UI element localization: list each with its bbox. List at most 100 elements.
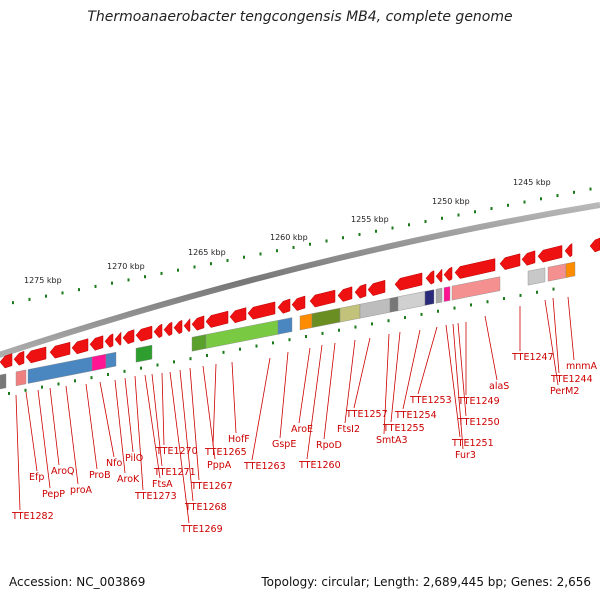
scale-tick <box>243 255 245 259</box>
scale-tick <box>226 258 229 262</box>
scale-tick <box>453 306 456 310</box>
gene-label: PerM2 <box>550 386 579 397</box>
gene-box <box>527 267 546 286</box>
label-leader <box>402 329 421 410</box>
scale-tick <box>57 382 60 386</box>
scale-tick <box>288 338 291 342</box>
gene-label: TTE1263 <box>243 461 286 472</box>
gene-label: TTE1257 <box>345 409 388 420</box>
gene-label: TTE1269 <box>180 524 223 535</box>
gene-arrow <box>122 329 135 345</box>
gene-label: TTE1253 <box>409 395 452 406</box>
gene-box <box>451 276 501 301</box>
gene-label: TTE1254 <box>394 410 437 421</box>
scale-tick <box>457 213 460 217</box>
scale-tick <box>519 293 522 297</box>
gene-label: TTE1244 <box>550 374 593 385</box>
scale-tick <box>255 344 258 348</box>
scale-tick <box>28 297 31 301</box>
scale-label: 1250 kbp <box>432 197 470 206</box>
gene-arrow <box>229 307 247 324</box>
label-leader <box>452 323 464 450</box>
gene-arrow <box>354 283 367 299</box>
scale-tick <box>144 275 146 279</box>
label-leader <box>298 347 311 424</box>
scale-tick <box>272 341 274 345</box>
scale-tick <box>490 207 493 211</box>
label-leader <box>231 361 237 434</box>
label-leader <box>344 339 356 424</box>
scale-tick <box>325 239 328 243</box>
gene-box <box>359 298 391 319</box>
scale-tick <box>424 220 427 224</box>
gene-track-forward <box>0 237 600 369</box>
gene-box <box>91 353 107 372</box>
gene-label: PppA <box>207 460 232 471</box>
gene-arrow <box>277 298 291 314</box>
gene-label: Efp <box>29 472 44 483</box>
gene-box <box>0 373 7 390</box>
scale-label: 1275 kbp <box>24 276 62 285</box>
scale-tick <box>206 354 208 358</box>
gene-arrow <box>337 286 353 302</box>
label-leader <box>99 381 115 458</box>
scale-ticks <box>8 187 592 395</box>
gene-label: TTE1265 <box>204 447 247 458</box>
gene-arrow <box>0 353 13 369</box>
label-leader <box>151 373 163 467</box>
label-leader <box>144 374 161 479</box>
scale-tick <box>8 391 10 395</box>
gene-box <box>105 351 117 369</box>
label-leader <box>37 389 51 489</box>
scale-tick <box>193 265 196 269</box>
label-leader <box>169 371 190 524</box>
gene-box <box>277 317 293 335</box>
scale-tick <box>45 294 47 298</box>
label-leader <box>85 383 98 470</box>
scale-label: 1245 kbp <box>513 178 551 187</box>
scale-tick <box>573 190 575 194</box>
scale-tick <box>420 312 423 316</box>
scale-tick <box>503 297 505 301</box>
gene-arrow <box>247 301 276 320</box>
label-leader <box>251 357 271 461</box>
label-leader <box>114 379 126 474</box>
gene-arrow <box>537 245 563 263</box>
scale-tick <box>375 229 377 233</box>
scale-tick <box>408 223 410 227</box>
scale-labels: 1245 kbp 1250 kbp 1255 kbp 1260 kbp 1265 kbp… <box>24 178 551 285</box>
label-leader <box>189 367 200 481</box>
gene-label: GspE <box>272 439 296 450</box>
gene-box <box>191 334 207 352</box>
scale-tick <box>338 328 340 332</box>
scale-tick <box>24 388 27 392</box>
gene-box <box>15 369 27 387</box>
label-leader <box>161 372 165 446</box>
scale-tick <box>474 210 476 214</box>
scale-tick <box>371 322 373 326</box>
scale-tick <box>305 335 307 339</box>
label-leader <box>25 391 38 472</box>
gene-arrow <box>443 266 453 281</box>
gene-label: PepP <box>42 489 65 500</box>
scale-tick <box>210 262 212 266</box>
label-leader <box>49 387 60 466</box>
scale-tick <box>222 350 225 354</box>
label-leader <box>134 375 144 491</box>
scale-tick <box>321 331 324 335</box>
scale-tick <box>507 203 509 207</box>
gene-box <box>299 313 313 331</box>
scale-tick <box>123 369 126 373</box>
scale-label: 1255 kbp <box>351 215 389 224</box>
gene-box <box>389 296 399 313</box>
scale-tick <box>391 226 394 230</box>
scale-tick <box>441 216 443 220</box>
label-leader <box>323 342 336 440</box>
label-leader <box>202 365 216 460</box>
label-leader <box>65 385 79 485</box>
gene-arrow <box>564 243 573 258</box>
gene-box <box>547 263 567 282</box>
scale-tick <box>387 319 390 323</box>
scale-label: 1265 kbp <box>188 248 226 257</box>
gene-box <box>435 287 443 304</box>
